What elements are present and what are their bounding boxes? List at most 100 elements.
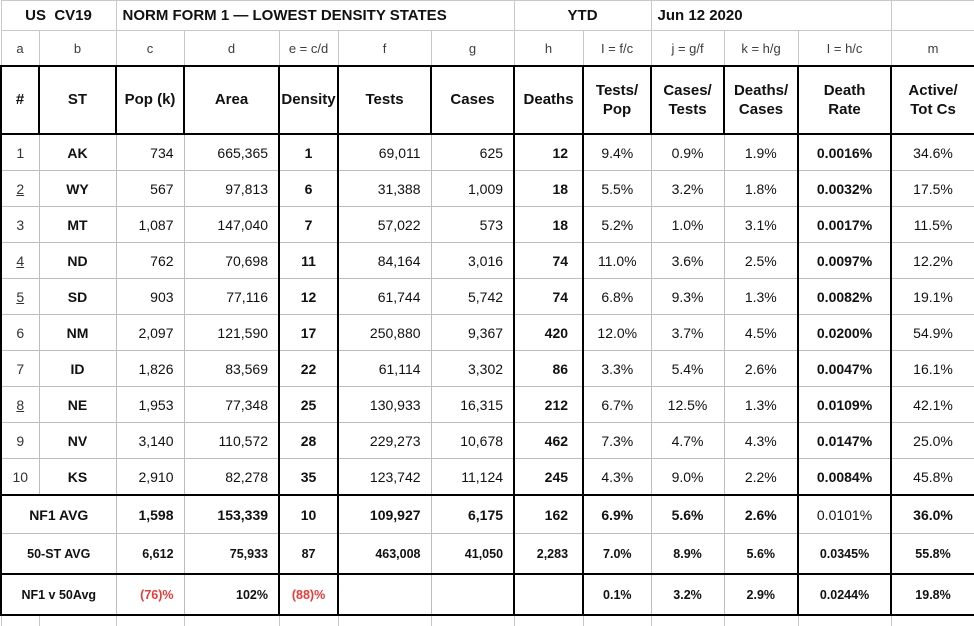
- cell-cases-tests: 0.9%: [650, 133, 725, 171]
- cell-cases-tests: 9.0%: [650, 458, 725, 496]
- cell-tests: 84,164: [337, 242, 432, 279]
- cell-deaths: 162: [513, 494, 584, 534]
- table-row: 6 NM 2,097 121,590 17 250,880 9,367 420 12.0% 3.7…: [0, 314, 974, 351]
- col-header-st: ST: [37, 65, 118, 135]
- formula-c: c: [115, 30, 185, 67]
- cell-cases-tests: 8.9%: [650, 533, 725, 575]
- cell-cases-tests: 1.0%: [650, 206, 725, 243]
- cell-deaths: 245: [513, 458, 584, 496]
- cell-area: 665,365: [183, 133, 280, 171]
- cell-area: 147,040: [183, 206, 280, 243]
- cutoff-cell: [0, 614, 40, 626]
- cell-density: 7: [278, 206, 339, 243]
- cell-tests: 31,388: [337, 170, 432, 207]
- cell-st: WY: [38, 170, 117, 207]
- cell-deaths-cases: 3.1%: [723, 206, 799, 243]
- cell-death-rate: 0.0097%: [797, 242, 892, 279]
- cell-pop: 762: [115, 242, 185, 279]
- cell-active: 42.1%: [890, 386, 974, 423]
- col-header-num: #: [0, 65, 40, 135]
- cutoff-cell: [183, 614, 280, 626]
- cell-cases: 41,050: [430, 533, 515, 575]
- cell-deaths-cases: 1.3%: [723, 386, 799, 423]
- title-empty-cell: [890, 0, 974, 31]
- cell-death-rate: 0.0016%: [797, 133, 892, 171]
- cell-cases-tests: 9.3%: [650, 278, 725, 315]
- cell-deaths-cases: 1.9%: [723, 133, 799, 171]
- cell-tests-pop: 5.5%: [582, 170, 652, 207]
- cutoff-cell: [337, 614, 432, 626]
- cell-cases: 10,678: [430, 422, 515, 459]
- cell-pop: 2,097: [115, 314, 185, 351]
- col-header-area: Area: [183, 65, 281, 135]
- cell-tests: 69,011: [337, 133, 432, 171]
- cell-cases-tests: 5.4%: [650, 350, 725, 387]
- cell-tests-pop: 7.0%: [582, 533, 652, 575]
- cell-st: ID: [38, 350, 117, 387]
- cutoff-cell: [513, 614, 584, 626]
- cell-pop: 2,910: [115, 458, 185, 496]
- formula-j: j = g/f: [650, 30, 725, 67]
- table-row: 5 SD 903 77,116 12 61,744 5,742 74 6.8% 9.3% 1.3% 0…: [0, 278, 974, 315]
- cell-density: 87: [278, 533, 339, 575]
- cell-tests-pop: 6.9%: [582, 494, 652, 534]
- cell-density: 1: [278, 133, 339, 171]
- cell-num: 9: [0, 422, 40, 459]
- cutoff-cell: [723, 614, 799, 626]
- cell-deaths-cases: 2.6%: [723, 350, 799, 387]
- cell-num: 2: [0, 170, 40, 207]
- cell-area: 110,572: [183, 422, 280, 459]
- title-us-cv19: US CV19: [0, 0, 117, 31]
- cell-cases-tests: 4.7%: [650, 422, 725, 459]
- cell-deaths: 86: [513, 350, 584, 387]
- cell-cases-tests: 3.7%: [650, 314, 725, 351]
- cell-death-rate: 0.0101%: [797, 494, 892, 534]
- col-header-cases-tests: Cases/ Tests: [650, 65, 726, 135]
- cell-cases: 1,009: [430, 170, 515, 207]
- table-row: 9 NV 3,140 110,572 28 229,273 10,678 462 7.3% 4.7…: [0, 422, 974, 459]
- cell-cases: 3,302: [430, 350, 515, 387]
- cell-num: 10: [0, 458, 40, 496]
- cell-active: 55.8%: [890, 533, 974, 575]
- formula-f: f: [337, 30, 432, 67]
- cell-pop: 1,087: [115, 206, 185, 243]
- cell-death-rate: 0.0109%: [797, 386, 892, 423]
- cell-death-rate: 0.0147%: [797, 422, 892, 459]
- cell-active: 19.1%: [890, 278, 974, 315]
- cell-pop: 6,612: [115, 533, 185, 575]
- cell-num: 8: [0, 386, 40, 423]
- cell-area: 102%: [183, 573, 280, 616]
- cell-death-rate: 0.0032%: [797, 170, 892, 207]
- cell-cases: [430, 573, 515, 616]
- cell-density: 35: [278, 458, 339, 496]
- cell-cases: 3,016: [430, 242, 515, 279]
- cell-cases-tests: 12.5%: [650, 386, 725, 423]
- cell-tests-pop: 6.8%: [582, 278, 652, 315]
- cell-area: 82,278: [183, 458, 280, 496]
- cell-tests-pop: 3.3%: [582, 350, 652, 387]
- cell-tests: 57,022: [337, 206, 432, 243]
- cutoff-cell: [278, 614, 339, 626]
- cell-area: 83,569: [183, 350, 280, 387]
- cell-active: 36.0%: [890, 494, 974, 534]
- cell-deaths-cases: 5.6%: [723, 533, 799, 575]
- cell-deaths: 462: [513, 422, 584, 459]
- formula-k: k = h/g: [723, 30, 799, 67]
- state-rows: 1 AK 734 665,365 1 69,011 625 12 9.4% 0.9% 1.9% 0.0…: [0, 133, 974, 496]
- title-row: US CV19 NORM FORM 1 — LOWEST DENSITY STA…: [0, 0, 974, 31]
- cell-st: NM: [38, 314, 117, 351]
- formula-i: I = f/c: [582, 30, 652, 67]
- cell-active: 25.0%: [890, 422, 974, 459]
- cell-st: SD: [38, 278, 117, 315]
- cell-num: 5: [0, 278, 40, 315]
- formula-d: d: [183, 30, 280, 67]
- cell-area: 77,348: [183, 386, 280, 423]
- cell-death-rate: 0.0244%: [797, 573, 892, 616]
- cell-num: 7: [0, 350, 40, 387]
- title-form-name: NORM FORM 1 — LOWEST DENSITY STATES: [115, 0, 515, 31]
- cell-num: 6: [0, 314, 40, 351]
- cell-pop: 1,598: [115, 494, 185, 534]
- cell-death-rate: 0.0047%: [797, 350, 892, 387]
- cell-st: NV: [38, 422, 117, 459]
- cell-tests: 123,742: [337, 458, 432, 496]
